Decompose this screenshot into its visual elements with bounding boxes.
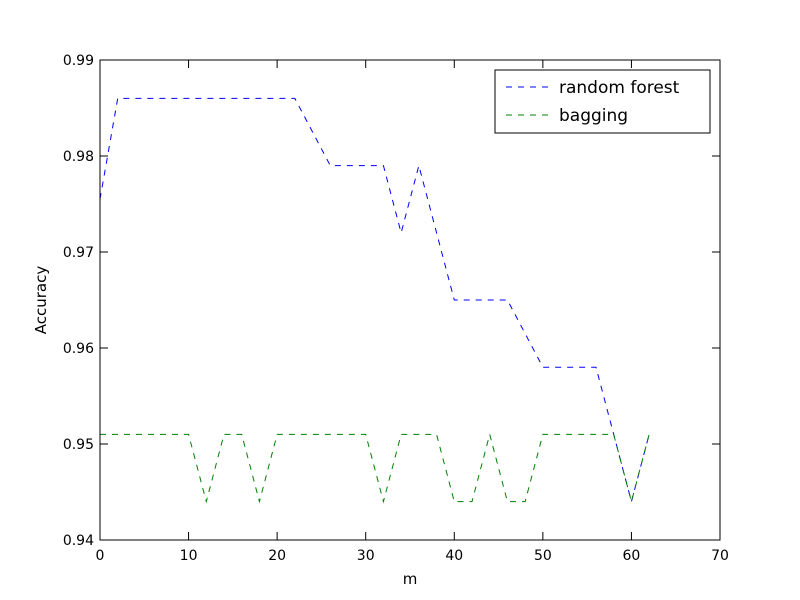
y-tick-label: 0.96 xyxy=(63,341,94,357)
x-tick-label: 40 xyxy=(445,548,463,564)
y-tick-label: 0.97 xyxy=(63,245,94,261)
legend: random forest bagging xyxy=(494,69,711,134)
x-tick-label: 0 xyxy=(96,548,105,564)
series-line-1 xyxy=(100,432,650,504)
series-line-0 xyxy=(99,97,650,504)
x-tick-label: 30 xyxy=(357,548,375,564)
legend-label-0: random forest xyxy=(559,78,680,98)
y-axis-label: Accuracy xyxy=(32,266,50,335)
y-tick-label: 0.94 xyxy=(63,533,94,549)
x-tick-label: 70 xyxy=(711,548,729,564)
x-axis-label: m xyxy=(403,570,418,588)
plot-area-frame xyxy=(99,59,721,541)
ticks-layer: 0 10 20 30 40 50 60 70 0.94 0.95 0.96 0.97 0.98 0.99 xyxy=(63,53,729,564)
x-tick-label: 60 xyxy=(623,548,641,564)
y-tick-label: 0.99 xyxy=(63,53,94,69)
legend-label-1: bagging xyxy=(559,106,628,126)
y-tick-label: 0.95 xyxy=(63,437,94,453)
series-layer xyxy=(99,97,650,504)
x-tick-label: 50 xyxy=(534,548,552,564)
x-tick-label: 10 xyxy=(180,548,198,564)
y-tick-label: 0.98 xyxy=(63,149,94,165)
x-tick-label: 20 xyxy=(268,548,286,564)
legend-frame xyxy=(494,69,711,134)
